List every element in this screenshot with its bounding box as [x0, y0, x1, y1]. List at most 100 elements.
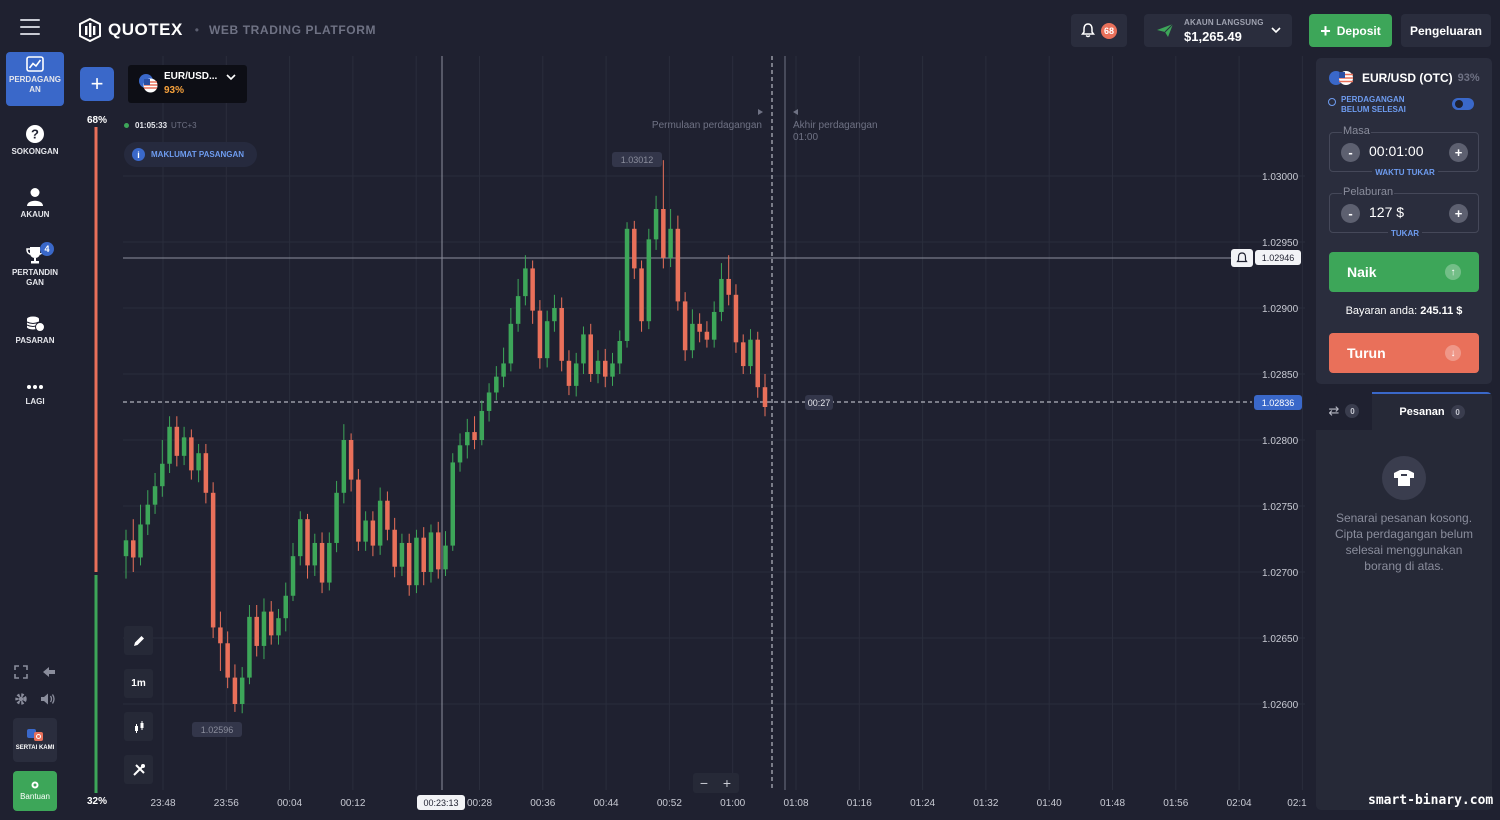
candle-body [167, 426, 172, 464]
sidebar-item-market[interactable]: PASARAN [6, 315, 64, 346]
crosshair-price-tag-bg [1255, 250, 1301, 265]
candle-body [385, 500, 390, 530]
asset-selector[interactable]: EUR/USD... 93% [128, 65, 247, 103]
x-tick-label-partial: 02:1 [1287, 798, 1307, 809]
candle-body [559, 308, 564, 361]
us-flag-icon [1329, 71, 1353, 85]
bell-icon [1081, 23, 1095, 38]
x-tick-label: 00:36 [530, 798, 555, 809]
candle-body [123, 540, 129, 557]
candle-body [479, 410, 485, 440]
sentiment-up-value: 68% [87, 115, 107, 126]
switch-amount-link[interactable]: TUKAR [1330, 229, 1480, 238]
back-arrow-icon[interactable] [42, 665, 56, 679]
chart-type-button[interactable] [124, 712, 153, 741]
quotex-logo-icon [79, 18, 101, 42]
zoom-controls [693, 773, 739, 793]
indicators-button[interactable] [124, 755, 153, 784]
candle-body [254, 616, 259, 646]
candle-body [755, 339, 760, 388]
gear-icon[interactable] [14, 692, 28, 706]
sidebar-item-label: PERDAGANG AN [8, 75, 61, 94]
amount-decrease-button[interactable]: - [1341, 204, 1360, 223]
candle-body [617, 341, 623, 364]
candle-body [174, 426, 180, 456]
sidebar-item-account[interactable]: AKAUN [6, 187, 64, 220]
fullscreen-icon[interactable] [14, 665, 28, 679]
notifications-button[interactable]: 68 [1071, 14, 1127, 47]
candle-body [356, 479, 361, 542]
sidebar-item-more[interactable]: LAGI [6, 380, 64, 407]
arrow-up-icon: ↑ [1445, 264, 1461, 280]
switch-time-link[interactable]: WAKTU TUKAR [1330, 168, 1480, 177]
help-chat-button[interactable]: Bantuan [13, 771, 57, 811]
send-icon [1157, 23, 1174, 37]
orders-tabs: ⇄ 0 Pesanan 0 [1316, 392, 1492, 430]
candle-body [218, 627, 223, 644]
sidebar-item-trading[interactable]: PERDAGANG AN [6, 52, 64, 106]
candle-body [327, 542, 332, 583]
y-tick-label: 1.02700 [1262, 568, 1299, 579]
up-label: Naik [1347, 264, 1377, 280]
chevron-down-icon [1271, 27, 1281, 34]
low-price-label-bg [192, 722, 242, 737]
timezone: UTC+3 [171, 121, 197, 130]
up-button[interactable]: Naik ↑ [1329, 252, 1479, 292]
drawing-tools-button[interactable] [124, 626, 153, 655]
asset-name: EUR/USD... [164, 71, 218, 82]
trade-end-label: Akhir perdagangan [793, 120, 878, 131]
candle-body [566, 360, 572, 386]
withdraw-button[interactable]: Pengeluaran [1401, 14, 1491, 47]
bell-alert-icon [1236, 252, 1248, 263]
candle-body [726, 278, 731, 295]
current-price-tag: 1.02836 [1262, 398, 1295, 408]
candle-body [334, 492, 339, 543]
candle-body [377, 500, 383, 546]
candle-body [486, 392, 492, 411]
add-chart-button[interactable]: + [80, 67, 114, 101]
time-field-value[interactable]: 00:01:00 [1369, 143, 1424, 159]
amount-field: Pelaburan - 127 $ + TUKAR [1329, 186, 1479, 238]
candle-body [704, 331, 710, 340]
candle-body [145, 504, 151, 525]
candle-body [399, 542, 405, 567]
candle-body [508, 323, 514, 364]
amount-field-value[interactable]: 127 $ [1369, 204, 1405, 220]
deposit-button[interactable]: + Deposit [1309, 14, 1392, 47]
x-tick-label: 23:48 [150, 798, 175, 809]
sound-icon[interactable] [40, 692, 56, 706]
x-tick-label: 01:56 [1163, 798, 1188, 809]
trade-end-time: 01:00 [793, 132, 818, 143]
pair-info-button[interactable]: i MAKLUMAT PASANGAN [124, 142, 257, 167]
candle-body [733, 294, 739, 343]
tab-trades[interactable]: ⇄ 0 [1316, 392, 1372, 430]
candle-body [160, 463, 165, 487]
account-switcher[interactable]: AKAUN LANGSUNG $1,265.49 [1144, 14, 1292, 47]
down-button[interactable]: Turun ↓ [1329, 333, 1479, 373]
candle-body [697, 323, 702, 332]
x-tick-label: 23:56 [214, 798, 239, 809]
plus-icon: + [1320, 20, 1331, 41]
amount-increase-button[interactable]: + [1449, 204, 1468, 223]
pending-trade-toggle[interactable] [1452, 98, 1474, 110]
trade-pair[interactable]: EUR/USD (OTC) 93% [1328, 70, 1480, 86]
countdown-tag-bg [805, 395, 833, 410]
price-alert-bg [1231, 249, 1253, 267]
tab-orders[interactable]: Pesanan 0 [1372, 392, 1492, 430]
amount-field-label: Pelaburan [1342, 186, 1395, 198]
pending-trade-label: PERDAGANGAN BELUM SELESAI [1328, 95, 1435, 115]
brand-separator: • [194, 23, 199, 37]
arrow-down-icon: ↓ [1445, 345, 1461, 361]
time-decrease-button[interactable]: - [1341, 143, 1360, 162]
timeframe-button[interactable]: 1m [124, 669, 153, 698]
candle-body [341, 440, 347, 493]
time-increase-button[interactable]: + [1449, 143, 1468, 162]
candle-body [363, 520, 368, 542]
follow-us-button[interactable]: SERTAI KAMI [13, 718, 57, 762]
menu-icon[interactable] [20, 19, 40, 35]
sidebar-item-support[interactable]: ? SOKONGAN [6, 124, 64, 157]
sidebar-item-tournaments[interactable]: 4 PERTANDIN GAN [6, 242, 64, 288]
sidebar-item-label: PASARAN [15, 336, 55, 345]
brand-logo: QUOTEX • WEB TRADING PLATFORM [78, 17, 376, 43]
